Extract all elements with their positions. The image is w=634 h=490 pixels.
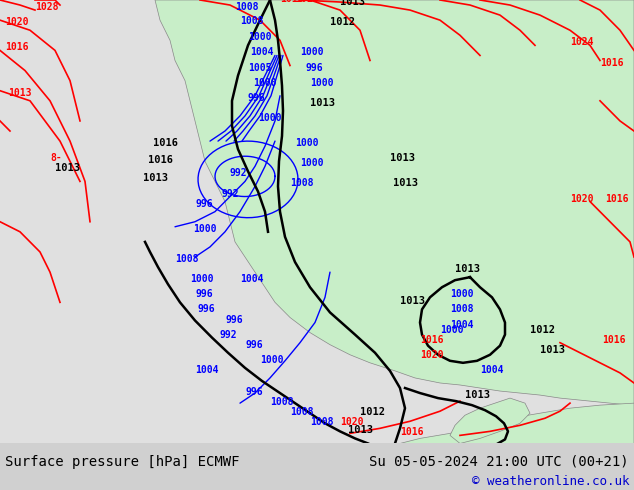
Text: 1008: 1008 xyxy=(235,2,259,12)
Text: 8-: 8- xyxy=(50,153,61,163)
Text: 1000: 1000 xyxy=(295,138,318,148)
Text: 1016: 1016 xyxy=(600,57,623,68)
Text: 1004: 1004 xyxy=(195,365,219,375)
Text: 1013: 1013 xyxy=(348,425,373,436)
Text: 1000: 1000 xyxy=(300,48,323,57)
Text: 1000: 1000 xyxy=(193,224,216,234)
Text: 1008: 1008 xyxy=(290,407,313,417)
Text: 1016: 1016 xyxy=(148,155,173,165)
Text: 1004: 1004 xyxy=(480,365,503,375)
Text: 1013: 1013 xyxy=(393,178,418,189)
Text: 996: 996 xyxy=(245,340,262,350)
Text: 1013: 1013 xyxy=(340,0,365,7)
Text: 1004: 1004 xyxy=(240,274,264,284)
Text: 1013: 1013 xyxy=(55,163,80,173)
Text: 1000: 1000 xyxy=(440,324,463,335)
Text: 996: 996 xyxy=(225,315,243,324)
Text: 1008: 1008 xyxy=(240,16,264,26)
Text: 996: 996 xyxy=(248,93,266,103)
Text: 1008: 1008 xyxy=(290,178,313,189)
Text: 1013: 1013 xyxy=(540,345,565,355)
Text: 992: 992 xyxy=(220,330,238,340)
Text: 1024: 1024 xyxy=(570,37,593,48)
Text: Su 05-05-2024 21:00 UTC (00+21): Su 05-05-2024 21:00 UTC (00+21) xyxy=(370,455,629,468)
Text: 1008: 1008 xyxy=(175,254,198,264)
Text: 996: 996 xyxy=(195,289,212,299)
Text: 1000: 1000 xyxy=(310,78,333,88)
Text: 1008: 1008 xyxy=(450,304,474,315)
Text: 1028: 1028 xyxy=(35,2,58,12)
Text: 1016: 1016 xyxy=(610,0,633,2)
Text: 1016: 1016 xyxy=(602,335,626,344)
Text: 1012: 1012 xyxy=(330,17,355,27)
Text: 1000: 1000 xyxy=(300,158,323,168)
Text: 1008: 1008 xyxy=(310,417,333,427)
Text: 1020: 1020 xyxy=(340,417,363,427)
Text: 1020: 1020 xyxy=(420,350,444,360)
Polygon shape xyxy=(155,0,634,405)
Text: 1000: 1000 xyxy=(450,289,474,299)
Polygon shape xyxy=(400,403,634,443)
Text: 1013: 1013 xyxy=(143,173,168,183)
Text: 1013: 1013 xyxy=(390,153,415,163)
Text: 1004: 1004 xyxy=(450,319,474,330)
Text: 1000: 1000 xyxy=(253,78,276,88)
Text: Surface pressure [hPa] ECMWF: Surface pressure [hPa] ECMWF xyxy=(5,455,240,468)
Text: 1020: 1020 xyxy=(570,194,593,203)
Text: 1012: 1012 xyxy=(360,407,385,417)
Text: 996: 996 xyxy=(198,304,216,315)
Text: 1008: 1008 xyxy=(270,397,294,407)
Text: 1016: 1016 xyxy=(5,43,29,52)
Text: 1004: 1004 xyxy=(250,48,273,57)
Polygon shape xyxy=(450,398,530,443)
Text: 996: 996 xyxy=(305,63,323,73)
Text: 1013: 1013 xyxy=(8,88,32,98)
Text: 1013: 1013 xyxy=(465,390,490,400)
Text: 1013: 1013 xyxy=(310,98,335,108)
Text: 1013: 1013 xyxy=(455,264,480,274)
Text: 1016: 1016 xyxy=(280,0,304,4)
Text: 1000: 1000 xyxy=(258,113,281,123)
Text: 1016: 1016 xyxy=(295,0,318,4)
Text: 1020: 1020 xyxy=(5,17,29,27)
Text: 1000: 1000 xyxy=(248,32,271,42)
Text: © weatheronline.co.uk: © weatheronline.co.uk xyxy=(472,475,629,489)
Text: 1012: 1012 xyxy=(530,324,555,335)
Text: 1016: 1016 xyxy=(153,138,178,148)
Text: 996: 996 xyxy=(195,198,212,209)
Text: 1000: 1000 xyxy=(260,355,283,365)
Text: 1000: 1000 xyxy=(190,274,214,284)
Text: 992: 992 xyxy=(222,189,240,198)
Text: 1024: 1024 xyxy=(580,0,604,2)
Text: 996: 996 xyxy=(245,387,262,397)
Text: 1013: 1013 xyxy=(400,296,425,306)
Text: 1005: 1005 xyxy=(248,63,271,73)
Text: 992: 992 xyxy=(230,169,248,178)
Text: 1016: 1016 xyxy=(605,194,628,203)
Text: 1016: 1016 xyxy=(420,335,444,344)
Text: 1016: 1016 xyxy=(400,427,424,438)
